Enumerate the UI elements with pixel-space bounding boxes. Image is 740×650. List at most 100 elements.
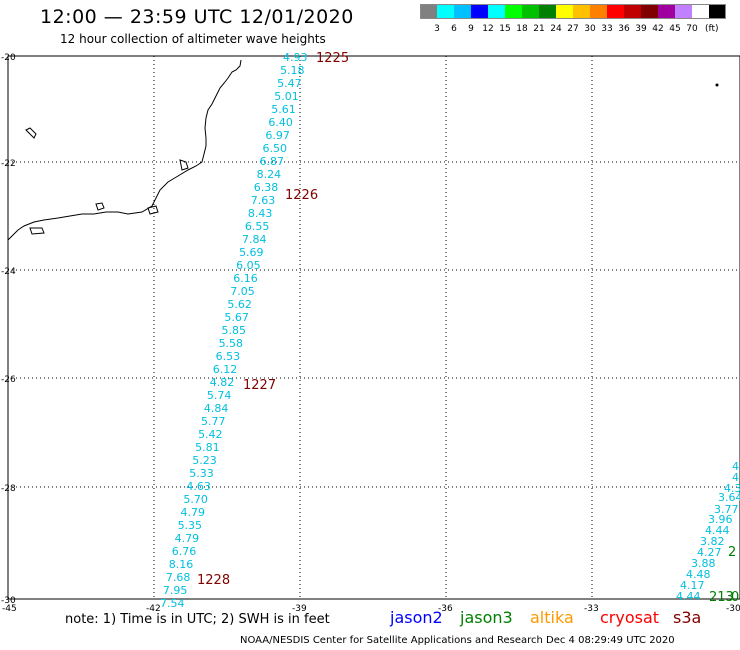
color-scale-label: 24: [550, 24, 562, 34]
color-swatch: [539, 4, 556, 19]
color-swatch: [488, 4, 505, 19]
swh-value-east: 4.17: [680, 579, 705, 592]
swh-value-east: 3.88: [691, 557, 716, 570]
pass-time-label: 1228: [197, 573, 230, 588]
color-scale-border: [420, 4, 726, 19]
swh-value-east: 4.48: [686, 568, 711, 581]
longitude-tick-label: -36: [438, 604, 453, 614]
satellite-s3a: s3a: [673, 608, 702, 627]
swh-value: 5.69: [239, 246, 263, 259]
color-swatch: [607, 4, 624, 19]
color-scale-label: 15: [499, 24, 511, 34]
swh-value: 6.87: [260, 155, 285, 168]
color-scale-label: 36: [618, 24, 630, 34]
swh-value: 7.68: [166, 571, 191, 584]
pass-time-label-east: 0: [731, 590, 739, 605]
swh-value: 5.74: [207, 389, 232, 402]
swh-value: 5.58: [219, 337, 244, 350]
color-swatch: [709, 4, 726, 19]
swh-value: 6.55: [245, 220, 270, 233]
longitude-tick-label: -33: [584, 604, 599, 614]
longitude-tick-labels: -45 -42 -39 -36 -33 -30: [2, 604, 740, 614]
color-swatch: [641, 4, 658, 19]
swh-value: 7.54: [160, 597, 185, 610]
swh-value: 6.16: [233, 272, 258, 285]
swh-value: 6.05: [236, 259, 261, 272]
swh-value: 5.61: [271, 103, 296, 116]
swh-value: 5.81: [195, 441, 220, 454]
swh-value-east: 3.64: [718, 491, 740, 504]
swh-value: 6.12: [213, 363, 238, 376]
satellite-altika: altika: [530, 608, 574, 627]
pass-time-label-east: 213: [709, 590, 734, 605]
map-frame: [7, 55, 740, 600]
longitude-tick-label: -45: [2, 604, 17, 614]
swh-value: 5.18: [280, 64, 305, 77]
pass-time-label-east: 2: [728, 545, 736, 560]
swh-value-east: 3.82: [700, 535, 725, 548]
swh-value-east: 3.96: [708, 513, 733, 526]
swh-value: 5.01: [274, 90, 299, 103]
swh-value: 6.40: [268, 116, 293, 129]
swh-value: 8.24: [257, 168, 282, 181]
pass-time-label: 1227: [243, 378, 276, 393]
latitude-tick-label: -30: [1, 596, 16, 606]
color-swatch: [692, 4, 709, 19]
color-swatch: [624, 4, 641, 19]
swh-value: 8.16: [169, 558, 194, 571]
latitude-tick-label: -28: [1, 484, 16, 494]
swh-value: 6.76: [172, 545, 197, 558]
island-dot: [715, 83, 719, 87]
longitude-tick-label: -42: [146, 604, 161, 614]
swh-value: 4.79: [175, 532, 200, 545]
color-scale-label: 30: [584, 24, 596, 34]
latitude-tick-labels: -20 -22 -24 -26 -28 -30: [1, 53, 16, 606]
color-scale-label: 39: [635, 24, 647, 34]
latitude-tick-label: -26: [1, 375, 16, 385]
pass-time-label: 1226: [285, 188, 318, 203]
grid-lines: [8, 56, 740, 599]
swh-value: 5.77: [201, 415, 226, 428]
swh-value-east: 4.44: [676, 590, 701, 603]
swh-value: 5.35: [178, 519, 203, 532]
satellite-cryosat: cryosat: [600, 608, 660, 627]
swh-value: 5.42: [198, 428, 223, 441]
swh-value-east: 4.44: [705, 524, 730, 537]
swh-value: 5.33: [189, 467, 214, 480]
swh-value: 8.43: [248, 207, 273, 220]
swh-value: 5.85: [222, 324, 247, 337]
swh-value-east: 3.77: [714, 503, 739, 516]
map-subtitle: 12 hour collection of altimeter wave hei…: [60, 32, 326, 46]
swh-value: 6.38: [254, 181, 279, 194]
swh-value: 5.23: [192, 454, 217, 467]
swh-track-main: 4.935.185.475.015.616.406.976.506.878.24…: [160, 51, 308, 610]
swh-value: 7.05: [230, 285, 255, 298]
longitude-tick-label: -30: [726, 604, 740, 614]
swh-value: 6.53: [216, 350, 241, 363]
swh-value: 4.79: [181, 506, 206, 519]
color-scale-label: 12: [482, 24, 494, 34]
latitude-tick-label: -22: [1, 159, 16, 169]
color-swatch: [454, 4, 471, 19]
color-scale-label: 27: [567, 24, 579, 34]
swh-value: 7.84: [242, 233, 267, 246]
color-swatch: [471, 4, 488, 19]
color-swatch: [420, 4, 437, 19]
coastline: [7, 59, 242, 241]
color-swatch: [505, 4, 522, 19]
swh-value: 4.93: [283, 51, 308, 64]
swh-value-east: 4.: [732, 471, 740, 484]
map-title: 12:00 — 23:59 UTC 12/01/2020: [40, 6, 354, 28]
color-swatch: [556, 4, 573, 19]
latitude-tick-label: -24: [1, 267, 16, 277]
color-swatch: [522, 4, 539, 19]
color-scale-label: 42: [652, 24, 664, 34]
swh-value: 6.50: [263, 142, 288, 155]
color-swatch: [675, 4, 692, 19]
color-swatch: [573, 4, 590, 19]
swh-value: 7.63: [251, 194, 275, 207]
swh-value: 5.62: [227, 298, 252, 311]
swh-value: 4.82: [210, 376, 235, 389]
